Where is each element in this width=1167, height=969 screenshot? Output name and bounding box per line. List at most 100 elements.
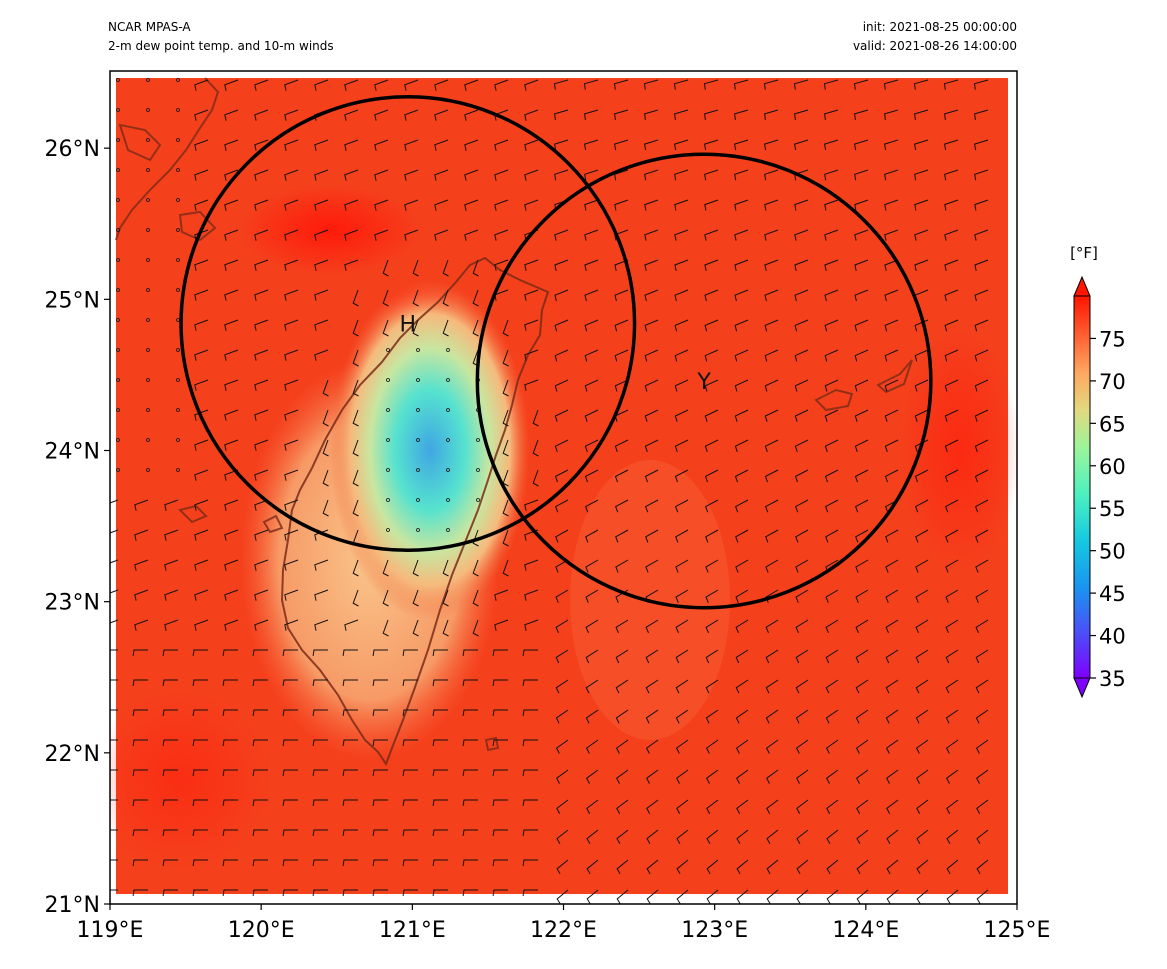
wind-barb bbox=[705, 679, 719, 694]
wind-barb bbox=[945, 739, 959, 754]
wind-barb bbox=[704, 169, 719, 181]
wind-barb bbox=[675, 679, 689, 694]
wind-barb bbox=[766, 769, 779, 784]
wind-barb bbox=[615, 679, 629, 694]
wind-barb bbox=[284, 79, 299, 91]
wind-barb bbox=[284, 499, 299, 511]
wind-barb bbox=[885, 559, 899, 573]
wind-barb bbox=[674, 349, 689, 362]
wind-barb bbox=[342, 709, 358, 716]
wind-barb bbox=[674, 289, 689, 302]
wind-barb bbox=[352, 409, 359, 427]
wind-barb bbox=[584, 259, 599, 271]
wind-barb bbox=[464, 139, 479, 151]
circle-h bbox=[179, 95, 637, 553]
wind-barb bbox=[914, 349, 929, 362]
y-tick-label: 23°N bbox=[45, 591, 100, 616]
wind-barb bbox=[372, 769, 388, 776]
wind-barb bbox=[555, 619, 569, 633]
wind-barb bbox=[344, 79, 359, 91]
wind-barb bbox=[856, 799, 869, 814]
wind-barb bbox=[734, 259, 749, 271]
wind-barb bbox=[352, 589, 359, 607]
wind-barb bbox=[194, 559, 209, 571]
wind-barb bbox=[675, 649, 689, 664]
wind-barb bbox=[222, 649, 238, 656]
wind-barb bbox=[134, 619, 149, 631]
wind-barb bbox=[615, 559, 629, 573]
wind-barb bbox=[284, 559, 299, 571]
wind-barb bbox=[975, 679, 989, 694]
wind-barb bbox=[764, 439, 779, 453]
wind-barb bbox=[556, 889, 569, 904]
wind-barb bbox=[472, 589, 479, 607]
wind-barb bbox=[412, 319, 419, 337]
wind-barb bbox=[735, 589, 749, 603]
wind-barb bbox=[676, 769, 689, 784]
wind-barb bbox=[432, 709, 448, 716]
wind-barb bbox=[584, 319, 599, 332]
wind-barb bbox=[110, 649, 118, 651]
wind-barb bbox=[284, 589, 299, 601]
wind-barb bbox=[764, 379, 779, 392]
wind-barb bbox=[224, 199, 239, 211]
wind-barb bbox=[706, 799, 719, 814]
wind-barb bbox=[824, 469, 839, 483]
wind-barb bbox=[796, 799, 809, 814]
wind-barb bbox=[374, 139, 389, 151]
wind-barb bbox=[494, 619, 509, 631]
wind-barb bbox=[194, 499, 209, 511]
wind-barb bbox=[946, 829, 959, 845]
wind-barb bbox=[854, 139, 869, 151]
wind-barb bbox=[946, 859, 959, 875]
wind-barb bbox=[734, 139, 749, 151]
wind-barb bbox=[322, 499, 329, 517]
calm-wind-marker bbox=[416, 468, 420, 472]
wind-barb bbox=[224, 469, 239, 481]
island-outline bbox=[814, 388, 854, 412]
wind-barb bbox=[946, 889, 959, 904]
wind-barb bbox=[915, 739, 929, 754]
wind-barb bbox=[522, 829, 538, 836]
wind-barb bbox=[492, 859, 508, 866]
wind-barb bbox=[885, 709, 899, 724]
wind-barb bbox=[442, 289, 449, 307]
wind-barb bbox=[322, 409, 329, 427]
calm-wind-marker bbox=[446, 348, 450, 352]
wind-barb bbox=[284, 409, 299, 421]
wind-barb bbox=[254, 379, 269, 391]
wind-barb bbox=[342, 679, 358, 686]
wind-barb bbox=[765, 529, 779, 543]
wind-barb bbox=[224, 169, 239, 181]
wind-barb bbox=[884, 109, 899, 120]
wind-barb bbox=[945, 619, 959, 633]
wind-barb bbox=[494, 139, 509, 151]
wind-barb bbox=[826, 799, 839, 814]
wind-barb bbox=[974, 229, 989, 241]
wind-barb bbox=[734, 109, 749, 120]
wind-barb bbox=[524, 109, 539, 121]
wind-barb bbox=[554, 499, 569, 513]
wind-barb bbox=[975, 649, 989, 664]
wind-barb bbox=[824, 199, 839, 211]
wind-barb bbox=[974, 439, 989, 453]
wind-barb bbox=[826, 859, 839, 875]
wind-barb bbox=[915, 709, 929, 724]
wind-barb bbox=[974, 169, 989, 181]
wind-barb bbox=[442, 259, 449, 277]
wind-barb bbox=[824, 259, 839, 271]
wind-barb bbox=[556, 769, 569, 784]
wind-barb bbox=[554, 439, 569, 453]
wind-barb bbox=[224, 109, 239, 121]
wind-barb bbox=[886, 769, 899, 784]
wind-barb bbox=[522, 709, 538, 716]
wind-barb bbox=[194, 199, 209, 211]
calm-wind-marker bbox=[476, 438, 480, 442]
wind-barb bbox=[854, 229, 869, 241]
colorbar-tick-label: 50 bbox=[1099, 540, 1126, 564]
wind-barb bbox=[412, 619, 419, 637]
wind-barb bbox=[110, 679, 118, 681]
wind-barb bbox=[254, 259, 269, 271]
wind-barb bbox=[796, 769, 809, 784]
wind-barb bbox=[854, 499, 869, 513]
